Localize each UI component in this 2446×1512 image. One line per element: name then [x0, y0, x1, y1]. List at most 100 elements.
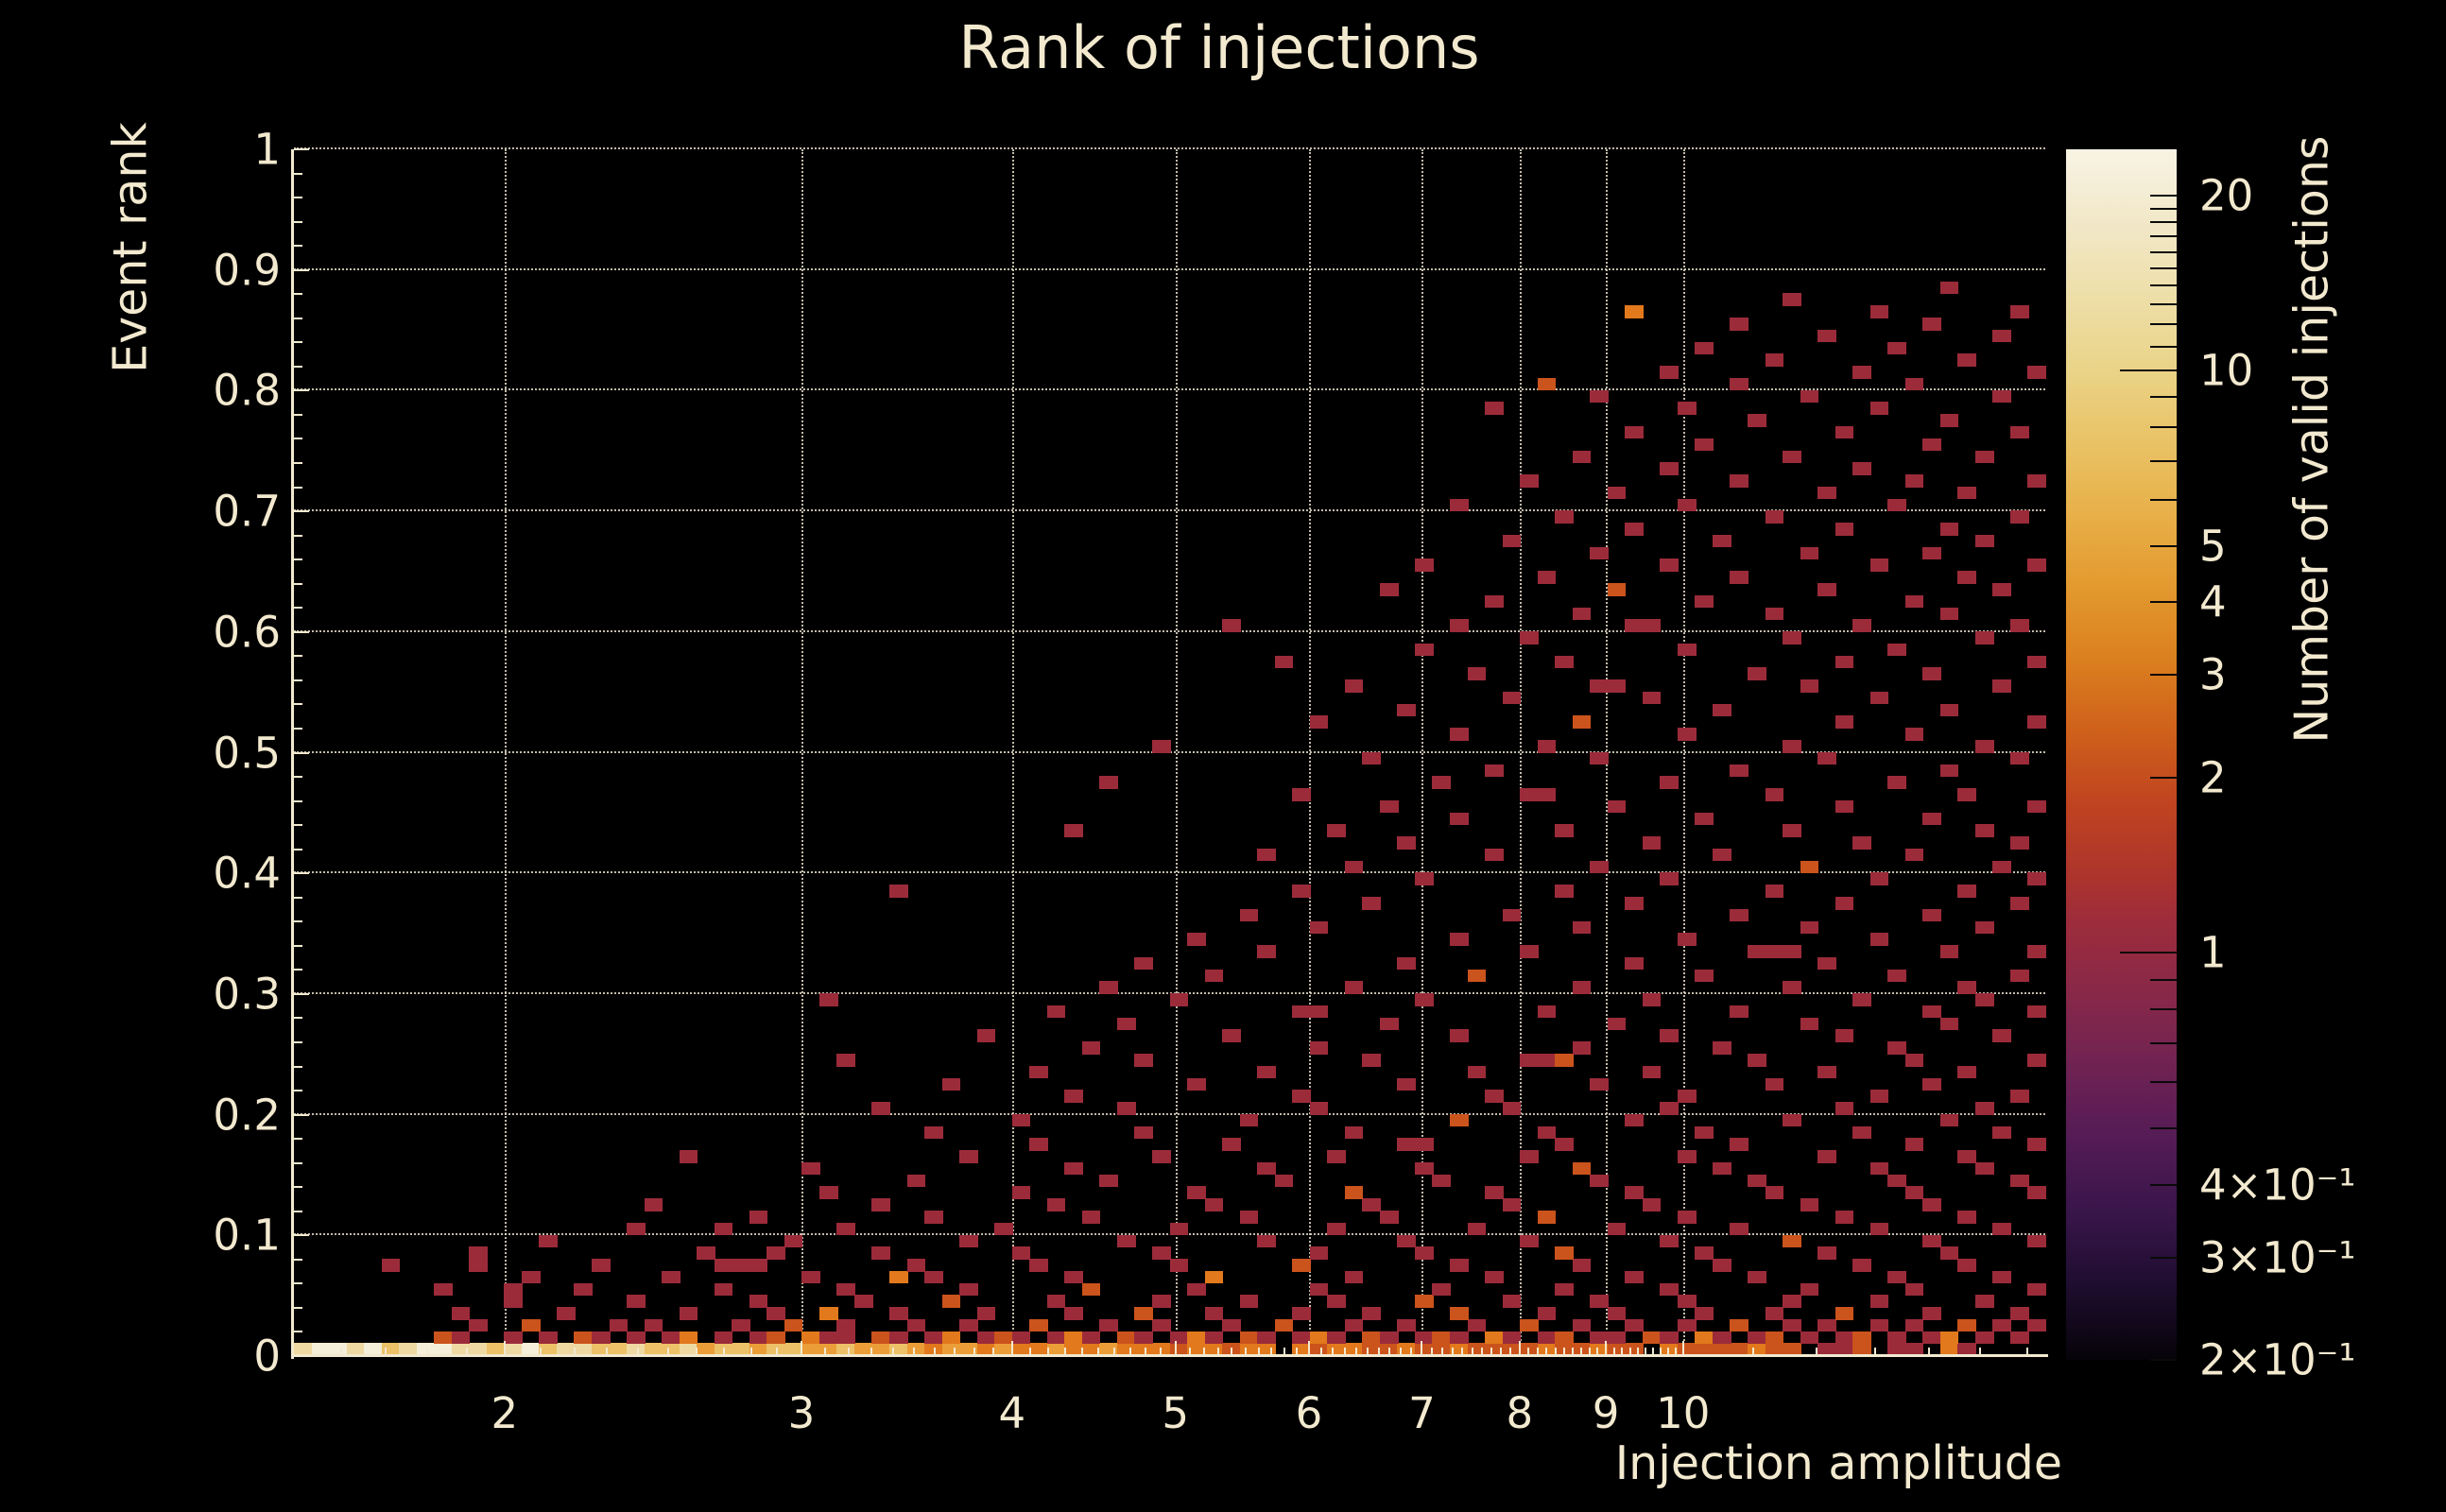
heatmap-cell	[2009, 1331, 2029, 1345]
heatmap-cell	[609, 1318, 629, 1332]
heatmap-cell	[1520, 1234, 1539, 1248]
heatmap-cell	[1239, 1343, 1259, 1356]
y-tick-label: 0.3	[213, 969, 281, 1020]
heatmap-cell	[1957, 981, 1976, 994]
heatmap-cell	[1817, 1318, 1836, 1332]
heatmap-cell	[1939, 1246, 1959, 1260]
heatmap-cell	[1887, 1041, 1906, 1055]
heatmap-cell	[1625, 1113, 1644, 1127]
heatmap-cell	[1607, 1307, 1627, 1320]
heatmap-cell	[1257, 1065, 1276, 1079]
heatmap-cell	[1747, 1174, 1766, 1188]
heatmap-cell	[521, 1343, 541, 1356]
heatmap-cell	[1869, 872, 1889, 885]
heatmap-cell	[1625, 1318, 1644, 1332]
heatmap-cell	[2027, 474, 2047, 488]
heatmap-cell	[959, 1343, 978, 1356]
heatmap-cell	[1852, 1125, 1871, 1140]
heatmap-cell	[1327, 1295, 1346, 1308]
heatmap-cell	[1939, 1343, 1959, 1356]
heatmap-cell	[1590, 546, 1609, 560]
x-minor-tick	[847, 1348, 850, 1356]
heatmap-cell	[1660, 872, 1679, 885]
y-tick-label: 0.5	[213, 728, 281, 778]
heatmap-cell	[1467, 1318, 1487, 1332]
x-minor-tick	[1080, 1348, 1083, 1356]
colorbar-minor-tick	[2150, 235, 2177, 238]
heatmap-cell	[1869, 558, 1889, 572]
x-gridline	[801, 149, 803, 1356]
heatmap-cell	[1116, 1102, 1136, 1115]
heatmap-cell	[294, 1343, 313, 1356]
heatmap-cell	[836, 1054, 856, 1067]
heatmap-cell	[906, 1259, 926, 1272]
heatmap-cell	[1485, 594, 1504, 609]
x-tick-label: 6	[1295, 1388, 1323, 1438]
colorbar-major-tick	[2150, 674, 2177, 677]
heatmap-cell	[451, 1343, 471, 1356]
heatmap-cell	[1011, 1186, 1031, 1199]
heatmap-cell	[1292, 1005, 1311, 1019]
heatmap-cell	[1939, 703, 1959, 717]
heatmap-cell	[1974, 920, 1994, 935]
x-minor-tick	[1295, 1348, 1298, 1356]
heatmap-cell	[1747, 667, 1766, 680]
heatmap-cell	[801, 1161, 820, 1176]
heatmap-cell	[1834, 1331, 1854, 1345]
heatmap-cell	[1730, 571, 1749, 584]
heatmap-cell	[2027, 715, 2047, 729]
x-minor-tick	[1636, 1348, 1639, 1356]
heatmap-cell	[1834, 1343, 1854, 1356]
x-minor-tick	[696, 1348, 698, 1356]
heatmap-cell	[1555, 1282, 1574, 1297]
heatmap-cell	[1869, 1222, 1889, 1236]
heatmap-cell	[1730, 1343, 1749, 1356]
heatmap-cell	[1274, 1174, 1294, 1188]
x-minor-tick	[1367, 1348, 1369, 1356]
heatmap-cell	[1292, 788, 1311, 801]
heatmap-cell	[1187, 1186, 1206, 1199]
heatmap-cell	[767, 1307, 785, 1320]
heatmap-cell	[732, 1318, 750, 1332]
heatmap-cell	[1467, 969, 1487, 983]
heatmap-cell	[1432, 1331, 1452, 1345]
heatmap-cell	[2009, 969, 2029, 983]
heatmap-cell	[574, 1282, 594, 1297]
x-tick-label: 8	[1506, 1388, 1534, 1438]
heatmap-cell	[1869, 1161, 1889, 1176]
heatmap-cell	[1869, 1090, 1889, 1103]
heatmap-cell	[1485, 402, 1504, 415]
heatmap-cell	[1852, 462, 1871, 475]
heatmap-cell	[836, 1343, 856, 1356]
heatmap-cell	[1029, 1343, 1048, 1356]
colorbar-major-tick	[2150, 1359, 2177, 1361]
heatmap-cell	[924, 1211, 943, 1224]
x-minor-tick	[1621, 1348, 1624, 1356]
heatmap-cell	[818, 1307, 838, 1320]
heatmap-cell	[1485, 1331, 1504, 1345]
heatmap-cell	[1642, 993, 1662, 1006]
heatmap-cell	[539, 1234, 559, 1248]
heatmap-cell	[381, 1259, 401, 1272]
heatmap-cell	[1449, 933, 1469, 946]
colorbar-minor-tick	[2150, 250, 2177, 253]
heatmap-cell	[959, 1234, 978, 1248]
heatmap-cell	[1765, 885, 1784, 898]
x-minor-tick	[1461, 1348, 1464, 1356]
heatmap-cell	[1869, 305, 1889, 318]
x-minor-tick	[870, 1348, 872, 1356]
heatmap-cell	[1414, 1161, 1434, 1176]
x-minor-tick	[1537, 1348, 1539, 1356]
x-minor-tick	[1471, 1348, 1473, 1356]
x-minor-tick	[1063, 1348, 1066, 1356]
heatmap-cell	[2027, 1138, 2047, 1151]
heatmap-cell	[959, 1318, 978, 1332]
x-minor-tick	[1377, 1348, 1380, 1356]
heatmap-cell	[1572, 1041, 1592, 1055]
heatmap-cell	[1904, 474, 1924, 488]
heatmap-cell	[1817, 486, 1836, 500]
heatmap-cell	[2009, 619, 2029, 632]
heatmap-cell	[469, 1246, 488, 1260]
x-minor-tick	[1660, 1348, 1662, 1356]
